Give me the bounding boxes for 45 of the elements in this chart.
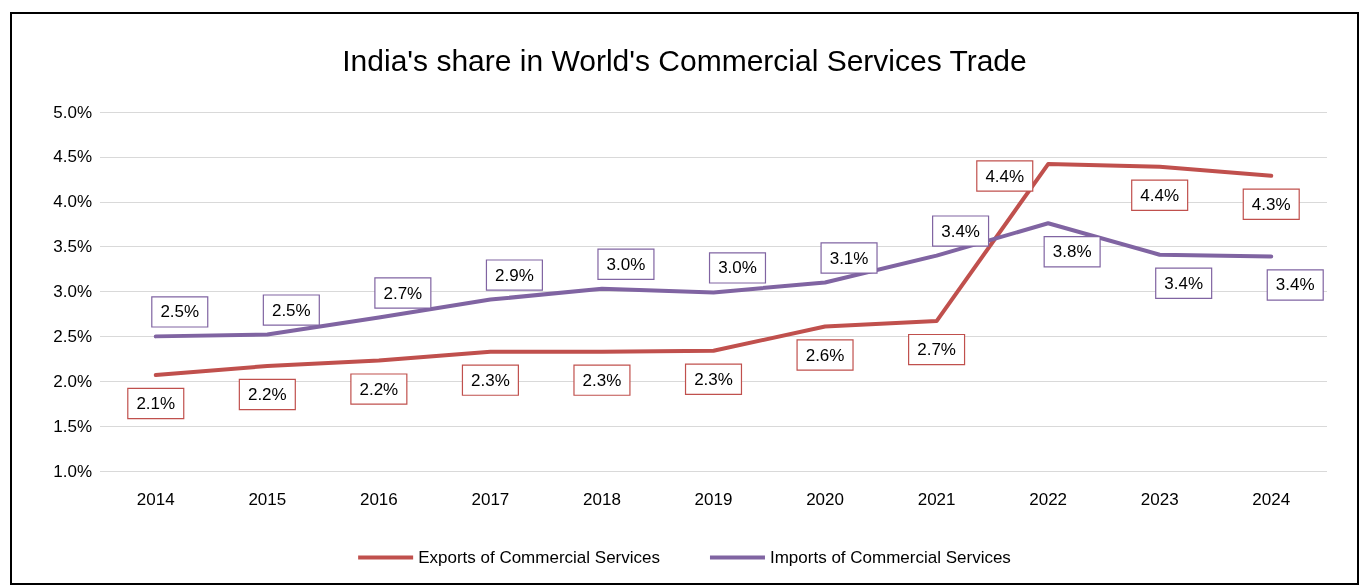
data-label: 3.4% xyxy=(1164,273,1204,293)
x-tick-label: 2014 xyxy=(136,490,175,509)
x-tick-label: 2017 xyxy=(471,490,510,509)
data-label: 2.9% xyxy=(495,265,534,285)
data-label: 3.0% xyxy=(718,258,757,278)
data-label: 2.7% xyxy=(917,340,956,360)
data-label: 2.3% xyxy=(694,369,733,389)
data-label: 3.4% xyxy=(1275,275,1315,295)
y-tick-label: 5.0% xyxy=(53,102,92,122)
data-label: 2.2% xyxy=(247,384,287,404)
data-label: 3.4% xyxy=(941,221,980,241)
data-label: 2.1% xyxy=(136,393,176,413)
data-label: 2.5% xyxy=(271,300,311,320)
data-label: 4.4% xyxy=(1140,185,1180,205)
y-tick-label: 4.5% xyxy=(53,147,92,167)
legend-label: Imports of Commercial Services xyxy=(769,548,1011,567)
y-tick-label: 3.0% xyxy=(53,282,92,301)
data-label: 2.3% xyxy=(582,370,622,390)
data-label: 3.0% xyxy=(606,254,646,274)
x-tick-label: 2024 xyxy=(1252,490,1291,509)
legend-label: Exports of Commercial Services xyxy=(418,548,660,567)
y-tick-label: 1.5% xyxy=(53,416,92,436)
y-tick-label: 1.0% xyxy=(53,461,92,481)
data-label: 3.8% xyxy=(1052,242,1092,262)
x-tick-label: 2020 xyxy=(806,490,844,509)
x-tick-label: 2019 xyxy=(694,490,733,509)
data-label: 2.7% xyxy=(383,283,423,303)
x-tick-label: 2023 xyxy=(1140,490,1179,509)
chart-title: India's share in World's Commercial Services Trade xyxy=(342,43,1027,77)
y-tick-label: 2.0% xyxy=(53,371,92,391)
x-tick-label: 2016 xyxy=(359,490,398,509)
y-tick-label: 3.5% xyxy=(53,237,92,257)
x-tick-label: 2022 xyxy=(1029,490,1068,509)
data-label: 2.6% xyxy=(805,345,845,365)
x-tick-label: 2018 xyxy=(583,490,621,509)
data-label: 2.3% xyxy=(471,370,510,390)
x-tick-label: 2015 xyxy=(248,490,287,509)
data-label: 4.4% xyxy=(985,166,1025,186)
data-label: 4.3% xyxy=(1251,194,1291,214)
y-tick-label: 2.5% xyxy=(53,326,92,346)
x-tick-label: 2021 xyxy=(917,490,956,509)
data-label: 3.1% xyxy=(829,248,869,268)
y-tick-label: 4.0% xyxy=(53,192,92,212)
data-label: 2.2% xyxy=(359,379,399,399)
data-label: 2.5% xyxy=(160,302,200,322)
